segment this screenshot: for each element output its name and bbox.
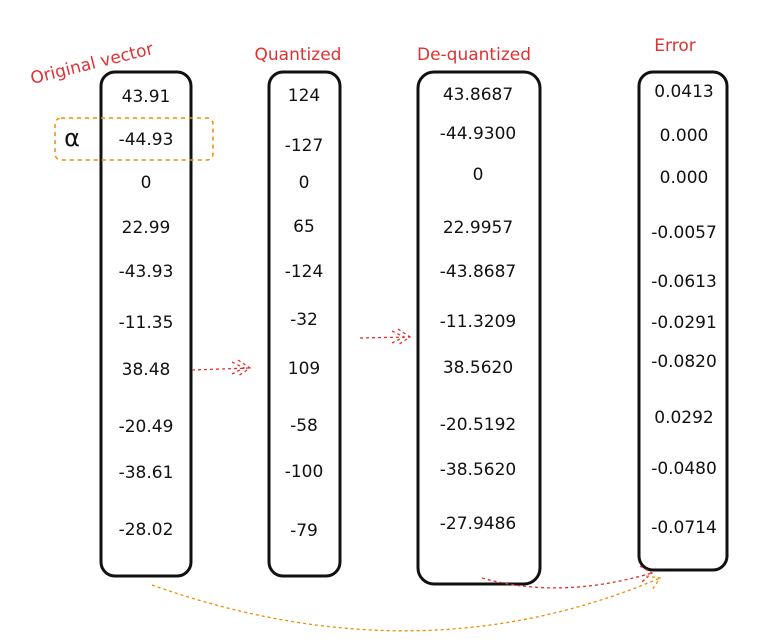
error-box [637, 70, 729, 572]
cell-value: 38.48 [122, 360, 171, 380]
alpha-highlight [54, 117, 214, 161]
cell-value: 22.9957 [443, 218, 513, 238]
alpha-label: α [64, 124, 80, 152]
cell-value: -0.0057 [651, 223, 717, 243]
cell-value: -0.0714 [651, 518, 717, 538]
cell-value: 43.91 [122, 87, 171, 107]
cell-value: 38.5620 [443, 358, 513, 378]
cell-value: 0.0292 [654, 408, 713, 428]
cell-value: 0.000 [660, 126, 709, 146]
curved-arrow [151, 575, 662, 632]
dequantized-box [416, 70, 542, 586]
cell-value: -44.93 [119, 130, 174, 150]
cell-value: 109 [288, 359, 320, 379]
cell-value: -11.3209 [440, 312, 516, 332]
cell-value: -0.0480 [651, 459, 717, 479]
cell-value: -20.49 [119, 417, 174, 437]
arrows [191, 328, 654, 589]
cell-value: 0 [473, 165, 484, 185]
cell-value: 0.0413 [654, 82, 713, 102]
cell-value: -79 [290, 521, 318, 541]
cell-value: -32 [290, 310, 318, 330]
cell-value: 0.000 [660, 168, 709, 188]
original-box [99, 70, 193, 578]
cell-value: -38.61 [119, 463, 174, 483]
cell-value: 124 [288, 86, 320, 106]
cell-value: -20.5192 [440, 415, 516, 435]
cell-value: -27.9486 [440, 514, 516, 534]
cell-value: 43.8687 [443, 85, 513, 105]
cell-value: -124 [285, 262, 324, 282]
cell-value: -0.0613 [651, 272, 717, 292]
cell-value: -127 [285, 136, 324, 156]
cell-value: -44.9300 [440, 124, 516, 144]
cell-value: -43.93 [119, 262, 174, 282]
cell-value: -28.02 [119, 520, 174, 540]
cell-value: 22.99 [122, 218, 171, 238]
column-label: De-quantized [417, 45, 531, 65]
cell-value: -11.35 [119, 313, 174, 333]
cell-value: 0 [141, 173, 152, 193]
cell-value: -38.5620 [440, 460, 516, 480]
column-label: Original vector [29, 39, 156, 89]
cell-value: -58 [290, 416, 318, 436]
cell-value: -100 [285, 462, 324, 482]
cell-value: 65 [293, 217, 315, 237]
quantized-box [267, 70, 342, 578]
cell-value: -43.8687 [440, 262, 516, 282]
column-label: Quantized [255, 45, 342, 65]
cell-value: 0 [299, 173, 310, 193]
cell-value: -0.0820 [651, 352, 717, 372]
cell-value: -0.0291 [651, 313, 717, 333]
column-label: Error [654, 36, 695, 56]
